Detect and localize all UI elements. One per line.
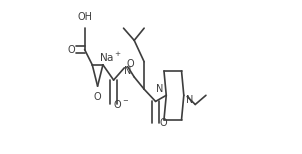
Text: O: O xyxy=(127,59,134,69)
Text: N: N xyxy=(156,84,164,94)
Text: O: O xyxy=(67,45,75,55)
Text: O$^-$: O$^-$ xyxy=(113,98,129,110)
Text: O: O xyxy=(159,118,167,128)
Text: O: O xyxy=(94,92,101,102)
Text: N: N xyxy=(186,95,194,105)
Text: N: N xyxy=(124,66,132,76)
Text: Na$^+$: Na$^+$ xyxy=(99,51,122,64)
Text: OH: OH xyxy=(77,12,92,22)
